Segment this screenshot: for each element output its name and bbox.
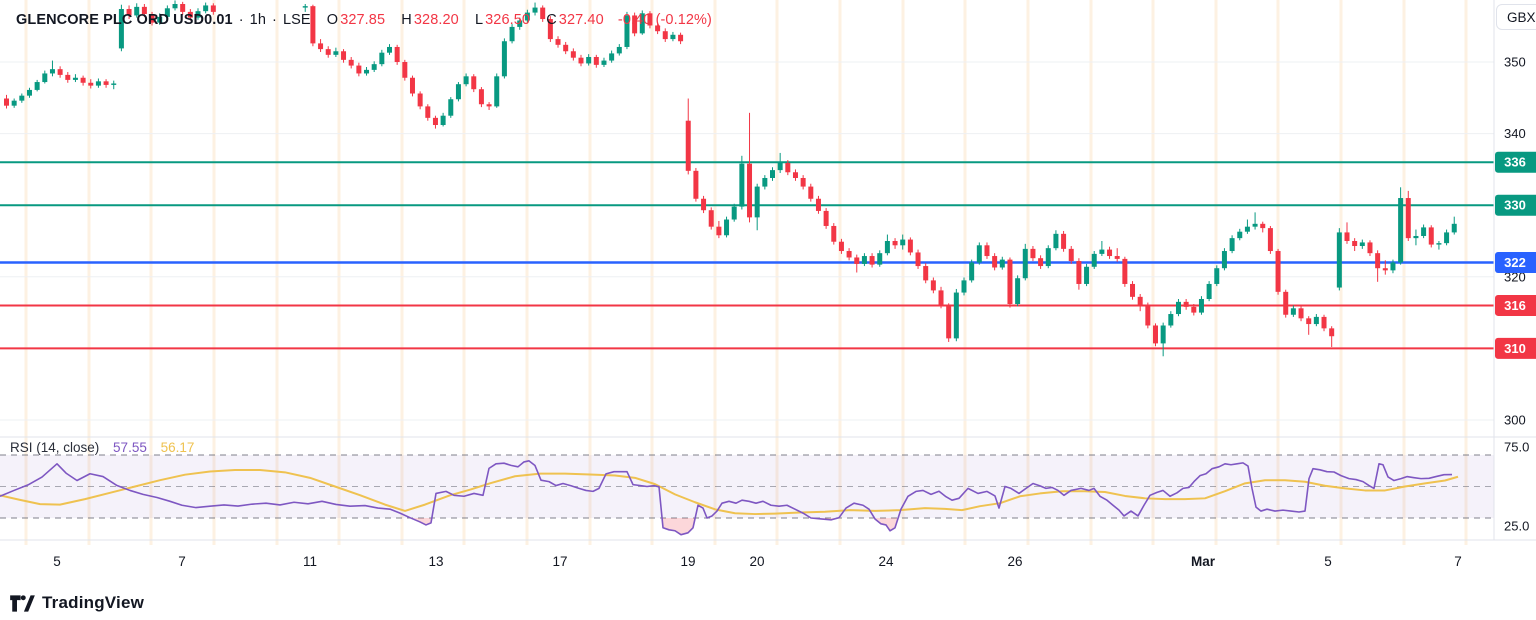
tradingview-logo[interactable]: TradingView [10, 593, 144, 613]
price-tick-300: 300 [1504, 413, 1526, 428]
time-tick-5: 5 [53, 554, 61, 569]
currency-unit-button[interactable]: GBX [1496, 4, 1536, 30]
svg-text:330: 330 [1504, 198, 1526, 213]
rsi-line [0, 460, 1453, 536]
rsi-ma-value: 56.17 [160, 440, 195, 455]
time-tick-11: 11 [303, 554, 317, 569]
svg-text:316: 316 [1504, 298, 1526, 313]
time-tick-13: 13 [428, 554, 443, 569]
time-tick-5: 5 [1324, 554, 1332, 569]
rsi-value: 57.55 [113, 440, 147, 455]
price-axis[interactable]: 350 340 320 300 75.0 25.0 336 330 322 316 310 [1495, 55, 1536, 534]
time-tick-Mar: Mar [1191, 554, 1216, 569]
symbol-legend[interactable]: GLENCORE PLC ORD USD0.01 · 1h · LSE O 327.85 … [16, 12, 712, 28]
ohlc-close-key: C [546, 12, 557, 28]
time-tick-24: 24 [878, 554, 894, 569]
interval-label[interactable]: 1h [249, 12, 266, 28]
rsi-ma-line [0, 468, 1459, 516]
time-tick-26: 26 [1007, 554, 1022, 569]
candles[interactable] [4, 0, 1457, 357]
separator-dot: · [238, 12, 244, 28]
price-tick-350: 350 [1504, 55, 1526, 70]
time-tick-7: 7 [178, 554, 186, 569]
ohlc-open-key: O [326, 12, 339, 28]
price-badge-322: 322 [1495, 251, 1536, 273]
rsi-legend[interactable]: RSI (14, close) 57.55 56.17 [10, 440, 194, 455]
tradingview-logo-icon [10, 594, 35, 612]
chart-canvas[interactable]: 350 340 320 300 75.0 25.0 336 330 322 316 310 5 7 11 1… [0, 0, 1536, 578]
svg-text:310: 310 [1504, 341, 1526, 356]
time-tick-19: 19 [680, 554, 695, 569]
currency-unit-label: GBX [1507, 9, 1536, 25]
ohlc-low-value: 326.50 [485, 12, 531, 28]
time-axis[interactable]: 5 7 11 13 17 19 20 24 26 Mar 5 7 [53, 554, 1462, 569]
price-tick-340: 340 [1504, 126, 1526, 141]
rsi-band [0, 454, 1494, 535]
change-value: -0.40 (-0.12%) [617, 12, 712, 28]
price-badge-316: 316 [1495, 294, 1536, 316]
time-tick-20: 20 [749, 554, 764, 569]
time-tick-7: 7 [1454, 554, 1462, 569]
svg-text:336: 336 [1504, 155, 1526, 170]
symbol-title[interactable]: GLENCORE PLC ORD USD0.01 [16, 12, 233, 28]
rsi-oversold-fill [662, 518, 696, 535]
rsi-label[interactable]: RSI (14, close) [10, 440, 100, 455]
ohlc-close-value: 327.40 [558, 12, 604, 28]
ohlc-high-key: H [401, 12, 412, 28]
separator-dot: · [272, 12, 277, 28]
rsi-tick-75.0: 75.0 [1504, 440, 1529, 455]
session-gridlines [24, 0, 1468, 545]
price-badge-330: 330 [1495, 194, 1536, 216]
price-tick-320: 320 [1504, 269, 1526, 284]
ohlc-open-value: 327.85 [340, 12, 386, 28]
ohlc-high-value: 328.20 [413, 12, 459, 28]
tradingview-wordmark: TradingView [42, 593, 145, 612]
exchange-label: LSE [282, 12, 311, 28]
ohlc-low-key: L [474, 12, 484, 28]
rsi-tick-25.0: 25.0 [1504, 518, 1529, 533]
price-badge-336: 336 [1495, 151, 1536, 173]
price-badge-310: 310 [1495, 337, 1536, 359]
svg-text:322: 322 [1504, 255, 1526, 270]
time-tick-17: 17 [552, 554, 567, 569]
